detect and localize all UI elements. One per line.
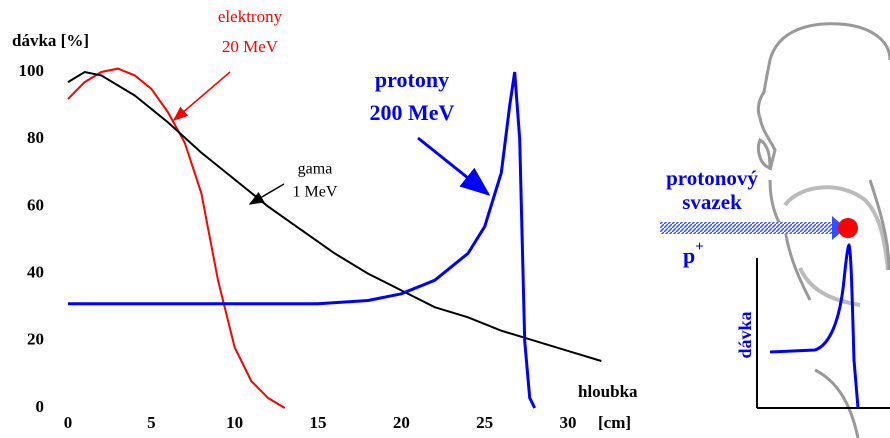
x-tick-label: 20 xyxy=(393,413,410,432)
dose-label: dávka xyxy=(735,311,755,358)
x-tick-label: 25 xyxy=(476,413,493,432)
x-tick-label: 15 xyxy=(310,413,327,432)
x-unit: [cm] xyxy=(598,413,631,432)
y-tick-label: 20 xyxy=(27,330,44,349)
arrow xyxy=(417,136,491,196)
y-tick-label: 0 xyxy=(36,397,45,416)
series-line xyxy=(67,67,286,409)
series-line xyxy=(68,71,537,409)
particle: p+ xyxy=(683,239,704,268)
annotation: 200 MeV xyxy=(370,100,455,125)
y-tick-label: 40 xyxy=(27,263,44,282)
mini-curve xyxy=(769,243,860,409)
y-axis-label: dávka [%] xyxy=(12,31,89,50)
particle-charge: + xyxy=(695,239,704,255)
beam-label: protonový xyxy=(666,166,758,190)
x-tick-label: 0 xyxy=(64,413,73,432)
annotation: 20 MeV xyxy=(222,37,279,56)
beam-label: svazek xyxy=(682,190,742,214)
annotations: elektrony 20 MeV gama 1 MeV protony 200 MeV xyxy=(218,7,455,201)
x-tick-label: 5 xyxy=(147,413,156,432)
annotation: protony xyxy=(375,67,449,92)
arrow xyxy=(248,183,285,205)
proton-beam xyxy=(660,222,832,234)
illustration xyxy=(660,22,890,438)
arrow xyxy=(172,71,231,121)
x-tick-label: 10 xyxy=(226,413,243,432)
y-tick-label: 60 xyxy=(27,195,44,214)
series-line xyxy=(67,70,602,362)
x-axis-label: hloubka xyxy=(578,382,638,401)
plot xyxy=(67,67,602,409)
x-tick-label: 30 xyxy=(560,413,577,432)
target xyxy=(838,218,858,238)
particle-symbol: p xyxy=(683,243,695,268)
annotation: elektrony xyxy=(218,7,283,26)
y-tick-label: 100 xyxy=(19,61,45,80)
y-tick-label: 80 xyxy=(27,128,44,147)
annotation: 1 MeV xyxy=(293,184,338,201)
annotation: gama xyxy=(298,161,333,178)
